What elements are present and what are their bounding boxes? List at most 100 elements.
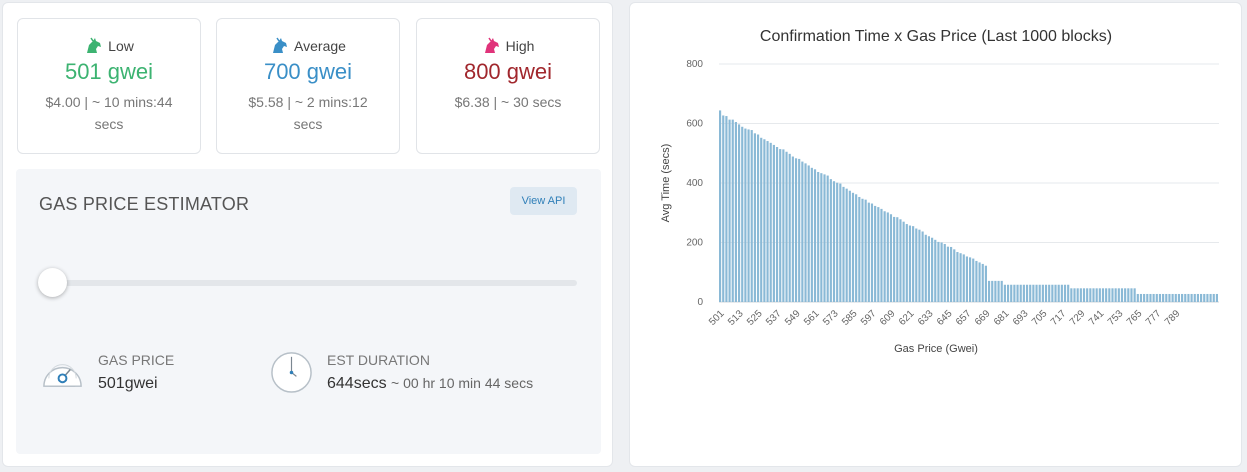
chart-bar: [877, 207, 880, 302]
chart-bar: [1048, 284, 1051, 302]
gas-price-slider-track[interactable]: [40, 280, 577, 286]
chart-bar: [1149, 293, 1152, 302]
chart-x-tick-label: 717: [1049, 308, 1069, 328]
chart-bar: [987, 280, 991, 302]
chart-bar: [915, 228, 918, 302]
gas-tracker-panel: Low 501 gwei $4.00 | ~ 10 mins:44 secs A…: [2, 2, 613, 467]
chart-bar: [1010, 284, 1013, 302]
chart-bar: [1181, 293, 1184, 302]
chart-x-tick-label: 537: [764, 308, 784, 328]
chart-y-tick-label: 200: [686, 238, 703, 249]
chart-bar: [905, 224, 908, 302]
chart-bar: [804, 163, 807, 302]
chart-bar: [1206, 293, 1209, 302]
card-average-label: Average: [294, 38, 346, 54]
card-high: High 800 gwei $6.38 | ~ 30 secs: [416, 18, 600, 154]
chart-bar: [1063, 284, 1067, 302]
chart-x-tick-label: 765: [1125, 308, 1145, 328]
chart-x-axis-title: Gas Price (Gwei): [894, 343, 978, 355]
chart-bar: [1171, 293, 1174, 302]
chart-bar: [1070, 288, 1073, 302]
chart-x-tick-label: 789: [1163, 308, 1183, 328]
gas-price-estimator: GAS PRICE ESTIMATOR View API GAS PRICE 5…: [16, 169, 601, 454]
chart-bar: [975, 260, 978, 302]
chart-bar: [737, 124, 741, 302]
chart-bar: [848, 190, 851, 302]
view-api-button[interactable]: View API: [510, 187, 577, 215]
chart-bar: [823, 174, 826, 302]
chart-bar: [1200, 293, 1203, 302]
chart-bar: [766, 141, 769, 302]
chart-bar: [1098, 288, 1101, 302]
chart-x-tick-label: 657: [954, 308, 974, 328]
chart-bar: [829, 179, 832, 302]
chart-bar: [943, 243, 946, 302]
chart-bar: [788, 153, 791, 302]
chart-bar: [1044, 284, 1048, 302]
chart-bar: [851, 192, 855, 302]
chart-x-tick-label: 645: [935, 308, 955, 328]
chart-x-tick-label: 525: [745, 308, 765, 328]
chart-bar: [728, 119, 731, 302]
chart-bar: [1082, 288, 1086, 302]
chart-bar: [1187, 293, 1190, 302]
chart-bar: [1196, 293, 1200, 302]
chart-bar: [1215, 293, 1218, 302]
card-high-price: 800 gwei: [463, 59, 553, 84]
chart-x-ticks: 501 513 525 537 549 561 573 585 597 609 621 633 645 6…: [707, 308, 1183, 328]
confirmation-time-chart: Confirmation Time x Gas Price (Last 1000…: [660, 28, 1219, 355]
unicorn-icon: [273, 37, 288, 53]
chart-bar: [870, 203, 874, 302]
chart-bar: [1003, 284, 1006, 302]
chart-y-tick-label: 0: [697, 297, 703, 308]
chart-bar: [807, 165, 810, 302]
chart-bar: [722, 115, 725, 302]
chart-bar: [839, 183, 842, 302]
chart-bar: [791, 156, 794, 302]
chart-bar: [946, 246, 950, 302]
chart-bar: [782, 149, 785, 302]
chart-x-tick-label: 549: [783, 308, 803, 328]
chart-bar: [896, 217, 899, 302]
chart-x-tick-label: 621: [897, 308, 917, 328]
card-low-header: Low: [18, 37, 200, 55]
gas-price-slider-thumb[interactable]: [38, 268, 67, 297]
card-low: Low 501 gwei $4.00 | ~ 10 mins:44 secs: [17, 18, 201, 154]
chart-bar: [1165, 293, 1168, 302]
chart-bar: [1190, 293, 1193, 302]
chart-bar: [1177, 293, 1181, 302]
chart-x-tick-label: 729: [1068, 308, 1088, 328]
chart-bar: [997, 280, 1000, 302]
gas-price-label: GAS PRICE: [98, 352, 175, 368]
chart-bar: [772, 144, 775, 302]
chart-bar: [1158, 293, 1162, 302]
chart-bar: [1193, 293, 1196, 302]
chart-bar: [858, 196, 861, 302]
card-average-detail: $5.58 | ~ 2 mins:12 secs: [248, 94, 368, 132]
chart-x-tick-label: 561: [802, 308, 822, 328]
chart-bar: [1067, 284, 1070, 302]
chart-bar: [921, 231, 924, 302]
chart-bar: [725, 116, 728, 302]
chart-bar: [1016, 284, 1019, 302]
chart-bar: [1105, 288, 1108, 302]
chart-bar: [1152, 293, 1155, 302]
chart-bar: [1127, 288, 1130, 302]
chart-bar: [972, 258, 975, 302]
chart-bar: [731, 119, 734, 302]
chart-y-axis-title: Avg Time (secs): [660, 144, 672, 223]
chart-bar: [1022, 284, 1025, 302]
chart-bar: [1076, 288, 1079, 302]
chart-x-tick-label: 741: [1087, 308, 1107, 328]
card-average-price: 700 gwei: [263, 59, 353, 84]
chart-bars: [719, 110, 1218, 303]
chart-y-tick-label: 800: [686, 59, 703, 70]
chart-bar: [1168, 293, 1171, 302]
chart-x-tick-label: 501: [707, 308, 727, 328]
chart-bar: [798, 158, 801, 302]
chart-bar: [886, 212, 889, 302]
chart-x-tick-label: 609: [878, 308, 898, 328]
chart-bar: [760, 137, 763, 302]
chart-bar: [1143, 293, 1146, 302]
chart-bar: [1108, 288, 1111, 302]
